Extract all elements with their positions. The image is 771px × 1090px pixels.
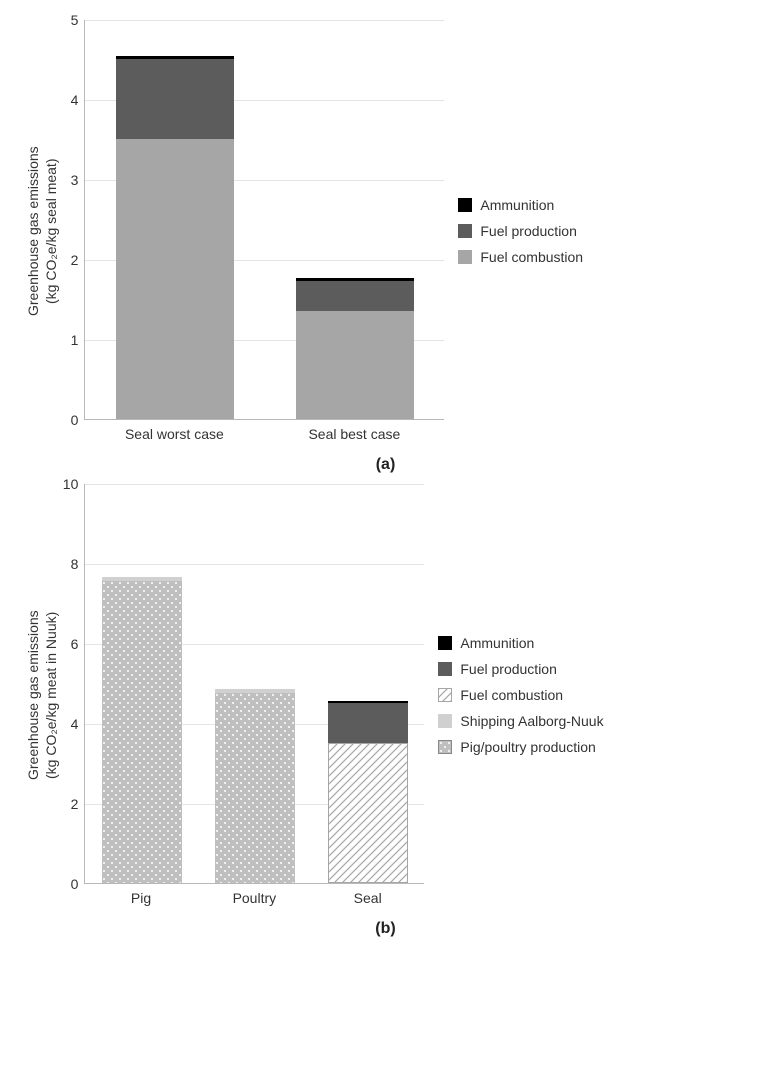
legend-label: Ammunition bbox=[460, 635, 534, 651]
chart-b-legend: Ammunition Fuel production Fuel combustion… bbox=[438, 635, 603, 755]
xtick-label: Seal bbox=[328, 890, 408, 906]
segment-fuel-production bbox=[296, 281, 414, 311]
ytick-label: 2 bbox=[71, 252, 79, 268]
legend-swatch bbox=[438, 662, 452, 676]
segment-fuel-combustion bbox=[328, 743, 408, 883]
legend-label: Fuel combustion bbox=[460, 687, 563, 703]
xtick-label: Seal best case bbox=[295, 426, 413, 442]
legend-item-ammunition: Ammunition bbox=[458, 197, 583, 213]
legend-label: Shipping Aalborg-Nuuk bbox=[460, 713, 603, 729]
ytick-label: 4 bbox=[71, 716, 79, 732]
legend-swatch bbox=[458, 198, 472, 212]
ytick-label: 3 bbox=[71, 172, 79, 188]
chart-a-xticks: Seal worst case Seal best case bbox=[84, 426, 444, 442]
chart-a-plot: Seal worst case Seal best case bbox=[84, 20, 444, 442]
legend-item-ammunition: Ammunition bbox=[438, 635, 603, 651]
segment-fuel-combustion bbox=[296, 311, 414, 419]
chart-b-plot: Pig Poultry Seal bbox=[84, 484, 424, 906]
legend-swatch bbox=[458, 250, 472, 264]
chart-a-plotwrap: Greenhouse gas emissions (kg CO₂e/kg sea… bbox=[20, 20, 751, 442]
chart-b-plotarea bbox=[84, 484, 424, 884]
chart-a-ylabel: Greenhouse gas emissions (kg CO₂e/kg sea… bbox=[20, 31, 60, 431]
legend-swatch bbox=[438, 714, 452, 728]
bar-seal-worst-case bbox=[116, 56, 234, 419]
chart-a-ylabel-line2: (kg CO₂e/kg seal meat) bbox=[43, 158, 59, 303]
segment-pig-poultry-production bbox=[215, 693, 295, 883]
xtick-label: Poultry bbox=[214, 890, 294, 906]
chart-b-xticks: Pig Poultry Seal bbox=[84, 890, 424, 906]
legend-item-fuel-combustion: Fuel combustion bbox=[438, 687, 603, 703]
legend-item-shipping-aalborg-nuuk: Shipping Aalborg-Nuuk bbox=[438, 713, 603, 729]
bar-seal bbox=[328, 701, 408, 883]
chart-a: Greenhouse gas emissions (kg CO₂e/kg sea… bbox=[20, 20, 751, 474]
legend-label: Pig/poultry production bbox=[460, 739, 595, 755]
chart-b: Greenhouse gas emissions (kg CO₂e/kg mea… bbox=[20, 484, 751, 938]
segment-fuel-production bbox=[116, 59, 234, 139]
xtick-label: Seal worst case bbox=[115, 426, 233, 442]
legend-swatch bbox=[438, 636, 452, 650]
ytick-label: 5 bbox=[71, 12, 79, 28]
legend-item-fuel-production: Fuel production bbox=[438, 661, 603, 677]
chart-b-ylabel-line1: Greenhouse gas emissions bbox=[25, 610, 41, 780]
chart-b-plotwrap: Greenhouse gas emissions (kg CO₂e/kg mea… bbox=[20, 484, 751, 906]
chart-b-ylabel-line2: (kg CO₂e/kg meat in Nuuk) bbox=[43, 611, 59, 778]
chart-a-legend: Ammunition Fuel production Fuel combustion bbox=[458, 197, 583, 265]
legend-label: Ammunition bbox=[480, 197, 554, 213]
legend-item-pig-poultry-production: Pig/poultry production bbox=[438, 739, 603, 755]
bars-container bbox=[85, 20, 444, 419]
segment-fuel-combustion bbox=[116, 139, 234, 419]
ytick-label: 2 bbox=[71, 796, 79, 812]
chart-a-yticks: 543210 bbox=[60, 20, 84, 420]
ytick-label: 0 bbox=[71, 876, 79, 892]
chart-a-plotarea bbox=[84, 20, 444, 420]
bar-poultry bbox=[215, 689, 295, 883]
legend-swatch bbox=[438, 688, 452, 702]
chart-a-sublabel: (a) bbox=[20, 456, 751, 474]
bars-container bbox=[85, 484, 424, 883]
bar-seal-best-case bbox=[296, 278, 414, 419]
segment-fuel-production bbox=[328, 703, 408, 743]
bar-pig bbox=[102, 577, 182, 883]
legend-item-fuel-combustion: Fuel combustion bbox=[458, 249, 583, 265]
legend-swatch bbox=[438, 740, 452, 754]
chart-b-yticks: 1086420 bbox=[60, 484, 84, 884]
chart-a-ylabel-line1: Greenhouse gas emissions bbox=[25, 146, 41, 316]
ytick-label: 10 bbox=[63, 476, 79, 492]
ytick-label: 1 bbox=[71, 332, 79, 348]
legend-swatch bbox=[458, 224, 472, 238]
legend-label: Fuel combustion bbox=[480, 249, 583, 265]
legend-label: Fuel production bbox=[480, 223, 577, 239]
chart-b-sublabel: (b) bbox=[20, 920, 751, 938]
ytick-label: 4 bbox=[71, 92, 79, 108]
legend-label: Fuel production bbox=[460, 661, 557, 677]
chart-b-ylabel: Greenhouse gas emissions (kg CO₂e/kg mea… bbox=[20, 495, 60, 895]
ytick-label: 0 bbox=[71, 412, 79, 428]
ytick-label: 6 bbox=[71, 636, 79, 652]
legend-item-fuel-production: Fuel production bbox=[458, 223, 583, 239]
xtick-label: Pig bbox=[101, 890, 181, 906]
segment-pig-poultry-production bbox=[102, 581, 182, 883]
ytick-label: 8 bbox=[71, 556, 79, 572]
